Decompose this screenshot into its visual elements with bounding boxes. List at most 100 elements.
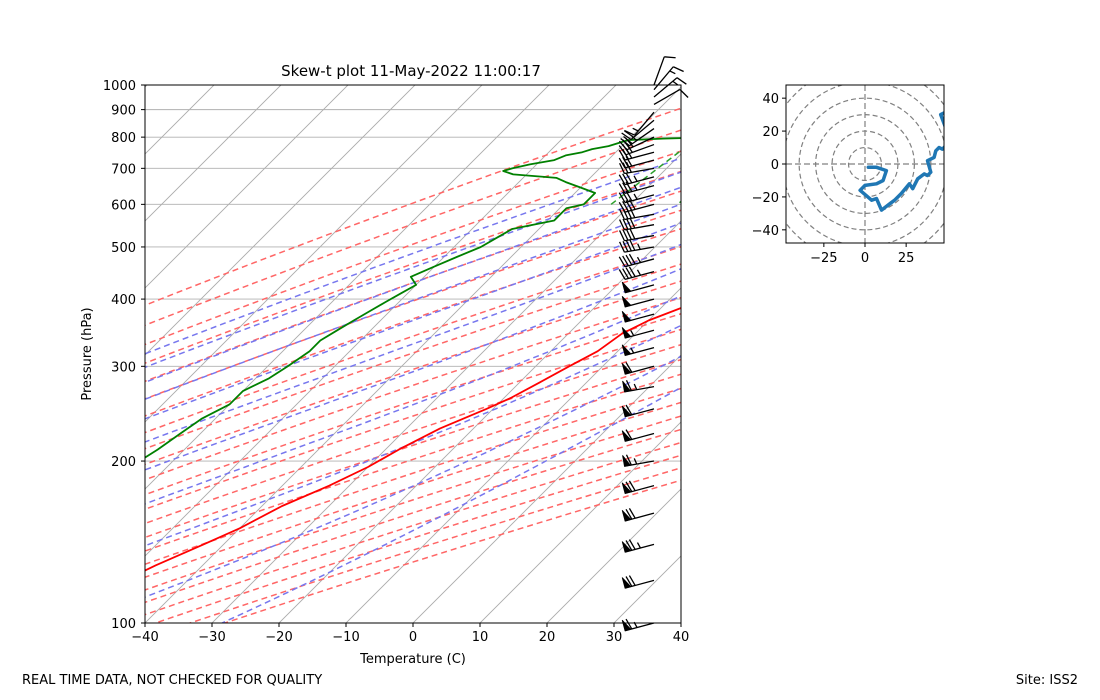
wind-barb-feather — [625, 540, 633, 551]
wind-barb-feather — [625, 454, 632, 466]
wind-barb-feather — [619, 230, 626, 242]
wind-barb-feather — [676, 77, 687, 85]
wind-barb-feather — [625, 207, 632, 219]
wind-barb-feather — [622, 240, 629, 252]
y-tick-label: 400 — [111, 293, 136, 308]
hodo-y-tick-label: 0 — [771, 158, 779, 173]
y-tick-label: 600 — [111, 198, 136, 213]
y-tick-label: 900 — [111, 104, 136, 119]
wind-barb-feather — [625, 618, 633, 630]
hodo-y-tick-label: 20 — [762, 125, 779, 140]
quality-disclaimer: REAL TIME DATA, NOT CHECKED FOR QUALITY — [22, 673, 323, 688]
wind-barb-half-feather — [636, 542, 642, 549]
mixing-ratio-line — [676, 200, 681, 205]
y-tick-label: 1000 — [103, 79, 136, 94]
isotherm-line — [145, 85, 282, 222]
wind-barb-feather — [625, 142, 633, 153]
hodo-x-tick-label: 0 — [861, 251, 869, 266]
wind-barb-staff — [630, 119, 655, 141]
wind-barb-staff — [624, 224, 655, 231]
dry-adiabat — [145, 227, 681, 417]
wind-barb-pennant — [621, 295, 632, 308]
wind-barb-half-feather — [637, 243, 641, 250]
x-tick-label: 10 — [472, 630, 489, 645]
wind-barb-feather — [628, 266, 636, 277]
wind-barb-feather — [618, 269, 626, 280]
y-tick-label: 200 — [111, 455, 136, 470]
wind-barb-feather — [625, 576, 633, 587]
y-tick-label: 300 — [111, 360, 136, 375]
hodograph-trace — [858, 110, 944, 212]
wind-barb-feather — [618, 256, 626, 268]
moist-adiabat — [145, 203, 681, 401]
wind-barb-pennant — [621, 405, 632, 418]
x-tick-label: 20 — [539, 630, 556, 645]
isotherm-line — [145, 85, 550, 490]
wind-barb — [619, 217, 655, 231]
dry-adiabats — [145, 107, 681, 623]
wind-barb-feather — [625, 161, 632, 173]
wind-barb-staff — [653, 88, 681, 106]
hodo-y-tick-label: −20 — [752, 191, 779, 206]
wind-barb — [653, 56, 676, 86]
isotherm-line — [278, 220, 681, 623]
mixing-ratio-line — [919, 85, 1092, 204]
wind-barb-feather — [622, 182, 629, 193]
dry-adiabat — [145, 312, 681, 496]
hodo-x-tick-label: 25 — [898, 251, 915, 266]
wind-barb-feather — [625, 429, 633, 440]
wind-barb-staff — [624, 270, 655, 280]
wind-barb-half-feather — [636, 256, 642, 263]
moist-adiabat — [145, 171, 681, 369]
wind-barb-feather — [628, 575, 636, 586]
wind-barb-feather — [622, 162, 629, 174]
wind-barb-staff — [624, 246, 655, 253]
wind-barb — [621, 508, 655, 522]
isotherm-line — [145, 85, 349, 289]
wind-barb-feather — [625, 240, 632, 252]
wind-barb-feather — [619, 219, 626, 231]
x-tick-label: 30 — [606, 630, 623, 645]
dry-adiabat — [145, 245, 681, 434]
x-axis-ticks: −40 −30 −20 −10 0 10 20 30 40 — [131, 623, 689, 645]
dry-adiabat — [145, 107, 681, 307]
wind-barb — [621, 119, 655, 141]
wind-barb-half-feather — [630, 330, 635, 337]
wind-barb-feather — [625, 404, 633, 416]
wind-barb-feather — [622, 173, 629, 185]
wind-barb-feather — [625, 362, 633, 373]
x-tick-label: 0 — [409, 630, 417, 645]
isotherm-line — [613, 555, 681, 623]
mixing-ratio-line — [873, 85, 1044, 204]
hodo-y-tick-label: −40 — [752, 224, 779, 239]
wind-barb-half-feather — [631, 136, 638, 142]
wind-barb-pennant — [621, 311, 632, 323]
dry-adiabat — [145, 263, 681, 450]
wind-barb-half-feather — [672, 80, 679, 86]
wind-barb — [621, 362, 655, 375]
moist-adiabats — [145, 157, 681, 623]
y-tick-label: 700 — [111, 162, 136, 177]
wind-barb-half-feather — [633, 383, 638, 390]
wind-barb-feather — [622, 268, 629, 279]
wind-barb-staff — [624, 167, 655, 175]
wind-barb-feather — [625, 172, 633, 184]
wind-barb — [619, 161, 655, 175]
isotherm-line — [145, 85, 483, 423]
wind-barb — [621, 618, 655, 632]
chart-title: Skew-t plot 11-May-2022 11:00:17 — [281, 62, 541, 80]
mixing-ratio-lines — [610, 85, 1092, 205]
wind-barb-half-feather — [633, 184, 638, 191]
wind-barb-staff — [624, 203, 655, 213]
y-axis-label: Pressure (hPa) — [80, 307, 95, 400]
dry-adiabat — [145, 170, 681, 365]
wind-barb — [619, 207, 655, 221]
isotherm-line — [345, 287, 681, 623]
wind-barb-feather — [625, 481, 633, 492]
isotherm-line — [145, 85, 416, 356]
mixing-ratio-line — [790, 85, 955, 204]
temperature-profile — [145, 307, 681, 572]
wind-barb-staff — [624, 159, 655, 169]
wind-barb — [621, 311, 655, 323]
wind-barb-pennant — [621, 430, 632, 442]
